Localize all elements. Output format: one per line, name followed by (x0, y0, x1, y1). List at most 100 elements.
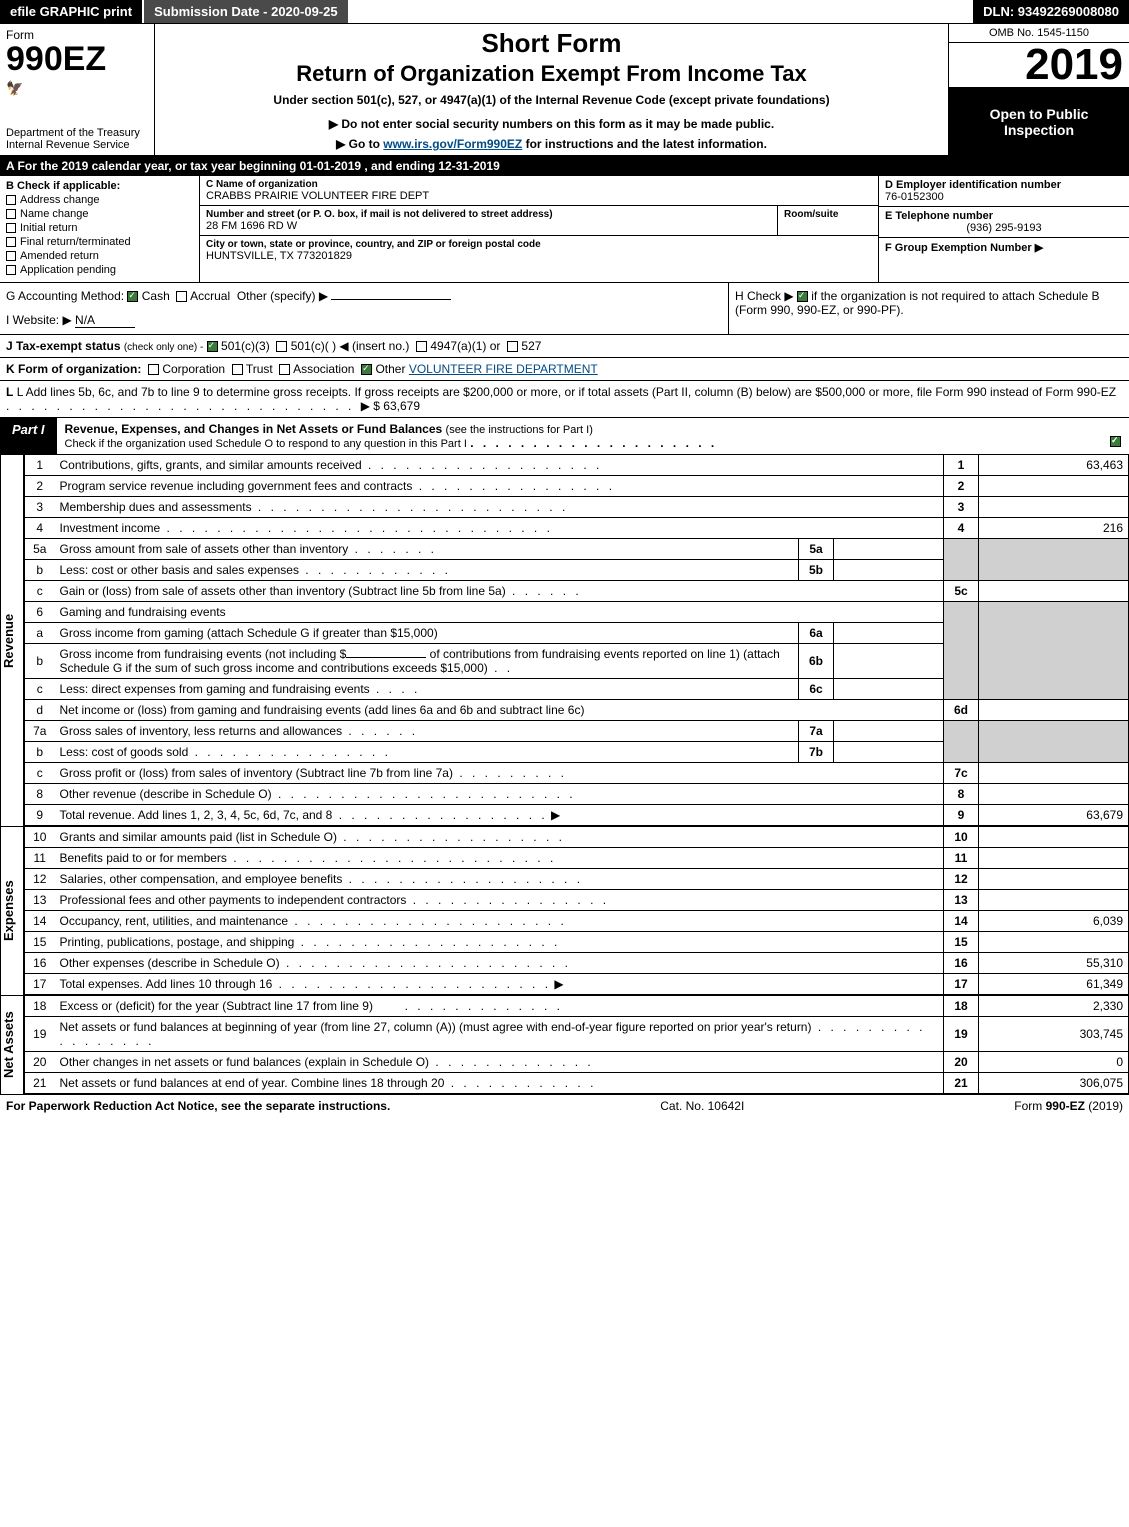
form-footer-ref: Form 990-EZ (2019) (1014, 1099, 1123, 1113)
part-1-table-wrap: Revenue 1 Contributions, gifts, grants, … (0, 454, 1129, 826)
h-check: H Check ▶ if the organization is not req… (729, 283, 1129, 334)
chk-name-change[interactable]: Name change (6, 208, 193, 220)
line-14: 14Occupancy, rent, utilities, and mainte… (25, 911, 1129, 932)
tax-year-row: A For the 2019 calendar year, or tax yea… (0, 156, 1129, 176)
line-21: 21Net assets or fund balances at end of … (25, 1073, 1129, 1094)
chk-address-change[interactable]: Address change (6, 194, 193, 206)
chk-initial-return[interactable]: Initial return (6, 222, 193, 234)
line-11-desc: Benefits paid to or for members (60, 851, 227, 865)
opt-501c: 501(c)( ) (291, 339, 336, 353)
line-10-val (979, 827, 1129, 848)
line-14-val: 6,039 (979, 911, 1129, 932)
chk-amended[interactable]: Amended return (6, 250, 193, 262)
line-15-val (979, 932, 1129, 953)
line-6c-midval (834, 679, 944, 700)
opt-trust: Trust (246, 362, 273, 376)
header-right-block: OMB No. 1545-1150 2019 Open to Public In… (949, 24, 1129, 155)
col-b-header: B Check if applicable: (6, 180, 193, 192)
chk-accrual[interactable] (176, 291, 187, 302)
part-1-sub: (see the instructions for Part I) (446, 424, 593, 436)
city-cell: City or town, state or province, country… (200, 236, 878, 265)
line-21-val: 306,075 (979, 1073, 1129, 1094)
dots: . . . . . . . . . . . . . . . . . . . . … (6, 399, 361, 413)
chk-app-pending[interactable]: Application pending (6, 264, 193, 276)
line-21-desc: Net assets or fund balances at end of ye… (60, 1076, 445, 1090)
chk-schedule-b[interactable] (797, 291, 808, 302)
line-4-val: 216 (979, 518, 1129, 539)
org-name-value: CRABBS PRAIRIE VOLUNTEER FIRE DEPT (206, 190, 872, 202)
form-id: 990-EZ (1046, 1099, 1085, 1113)
submission-date: Submission Date - 2020-09-25 (144, 0, 348, 23)
netassets-side-label: Net Assets (0, 995, 24, 1094)
line-12: 12Salaries, other compensation, and empl… (25, 869, 1129, 890)
line-20: 20Other changes in net assets or fund ba… (25, 1052, 1129, 1073)
ein-label: D Employer identification number (885, 179, 1123, 191)
page-footer: For Paperwork Reduction Act Notice, see … (0, 1094, 1129, 1117)
opt-insert: ◀ (insert no.) (339, 339, 409, 353)
line-3-desc: Membership dues and assessments (60, 500, 252, 514)
irs-logo-icon: 🦅 (6, 80, 148, 97)
chk-final-return[interactable]: Final return/terminated (6, 236, 193, 248)
g-accounting: G Accounting Method: Cash Accrual Other … (0, 283, 729, 334)
h-text2: if the organization is (811, 289, 921, 303)
chk-schedule-o[interactable] (1110, 436, 1121, 447)
tax-year: 2019 (949, 43, 1129, 88)
part-1-header: Part I Revenue, Expenses, and Changes in… (0, 418, 1129, 454)
l-text: L Add lines 5b, 6c, and 7b to line 9 to … (17, 385, 1116, 399)
line-18-val: 2,330 (979, 996, 1129, 1017)
line-7a: 7a Gross sales of inventory, less return… (25, 721, 1129, 742)
chk-501c[interactable] (276, 341, 287, 352)
line-19-desc: Net assets or fund balances at beginning… (60, 1020, 812, 1034)
group-exemption-cell: F Group Exemption Number ▶ (879, 238, 1129, 257)
ssn-warning: ▶ Do not enter social security numbers o… (163, 117, 940, 131)
line-11: 11Benefits paid to or for members . . . … (25, 848, 1129, 869)
chk-corp[interactable] (148, 364, 159, 375)
line-11-val (979, 848, 1129, 869)
irs-link[interactable]: www.irs.gov/Form990EZ (383, 137, 522, 151)
revenue-table: 1 Contributions, gifts, grants, and simi… (24, 454, 1129, 826)
line-12-val (979, 869, 1129, 890)
line-1-val: 63,463 (979, 455, 1129, 476)
line-7c-desc: Gross profit or (loss) from sales of inv… (60, 766, 453, 780)
form-pre: Form (1014, 1099, 1045, 1113)
col-d-identifiers: D Employer identification number 76-0152… (879, 176, 1129, 282)
line-7c-val (979, 763, 1129, 784)
j-label: J Tax-exempt status (6, 339, 121, 353)
chk-527[interactable] (507, 341, 518, 352)
line-7b-desc: Less: cost of goods sold (60, 745, 189, 759)
ein-cell: D Employer identification number 76-0152… (879, 176, 1129, 207)
netassets-table: 18Excess or (deficit) for the year (Subt… (24, 995, 1129, 1094)
accounting-check-row: G Accounting Method: Cash Accrual Other … (0, 283, 1129, 335)
goto-prefix: ▶ Go to (336, 137, 383, 151)
line-1-desc: Contributions, gifts, grants, and simila… (60, 458, 362, 472)
line-2-desc: Program service revenue including govern… (60, 479, 413, 493)
chk-trust[interactable] (232, 364, 243, 375)
goto-suffix: for instructions and the latest informat… (522, 137, 767, 151)
line-6b-midval (834, 644, 944, 679)
line-18-desc: Excess or (deficit) for the year (Subtra… (60, 999, 373, 1013)
chk-4947[interactable] (416, 341, 427, 352)
short-form-title: Short Form (163, 28, 940, 59)
street-row: Number and street (or P. O. box, if mail… (200, 206, 878, 236)
line-6b-amount[interactable] (346, 657, 426, 658)
org-info-table: B Check if applicable: Address change Na… (0, 176, 1129, 283)
line-19-val: 303,745 (979, 1017, 1129, 1052)
line-5a-midval (834, 539, 944, 560)
efile-print-button[interactable]: efile GRAPHIC print (0, 0, 142, 23)
form-post: (2019) (1085, 1099, 1123, 1113)
col-c-org-info: C Name of organization CRABBS PRAIRIE VO… (200, 176, 879, 282)
part-1-label: Part I (0, 418, 57, 454)
dept-treasury: Department of the Treasury (6, 127, 140, 139)
form-title-block: Short Form Return of Organization Exempt… (155, 24, 949, 155)
dots: . . . . . . . . . . . . . . . . . . . . (470, 436, 717, 450)
chk-assoc[interactable] (279, 364, 290, 375)
opt-4947: 4947(a)(1) or (430, 339, 500, 353)
opt-corp: Corporation (162, 362, 225, 376)
other-specify-input[interactable] (331, 299, 451, 300)
line-2: 2 Program service revenue including gove… (25, 476, 1129, 497)
chk-cash[interactable] (127, 291, 138, 302)
chk-other-org[interactable] (361, 364, 372, 375)
line-6a-desc: Gross income from gaming (attach Schedul… (60, 626, 438, 640)
line-6-desc: Gaming and fundraising events (60, 605, 226, 619)
chk-501c3[interactable] (207, 341, 218, 352)
